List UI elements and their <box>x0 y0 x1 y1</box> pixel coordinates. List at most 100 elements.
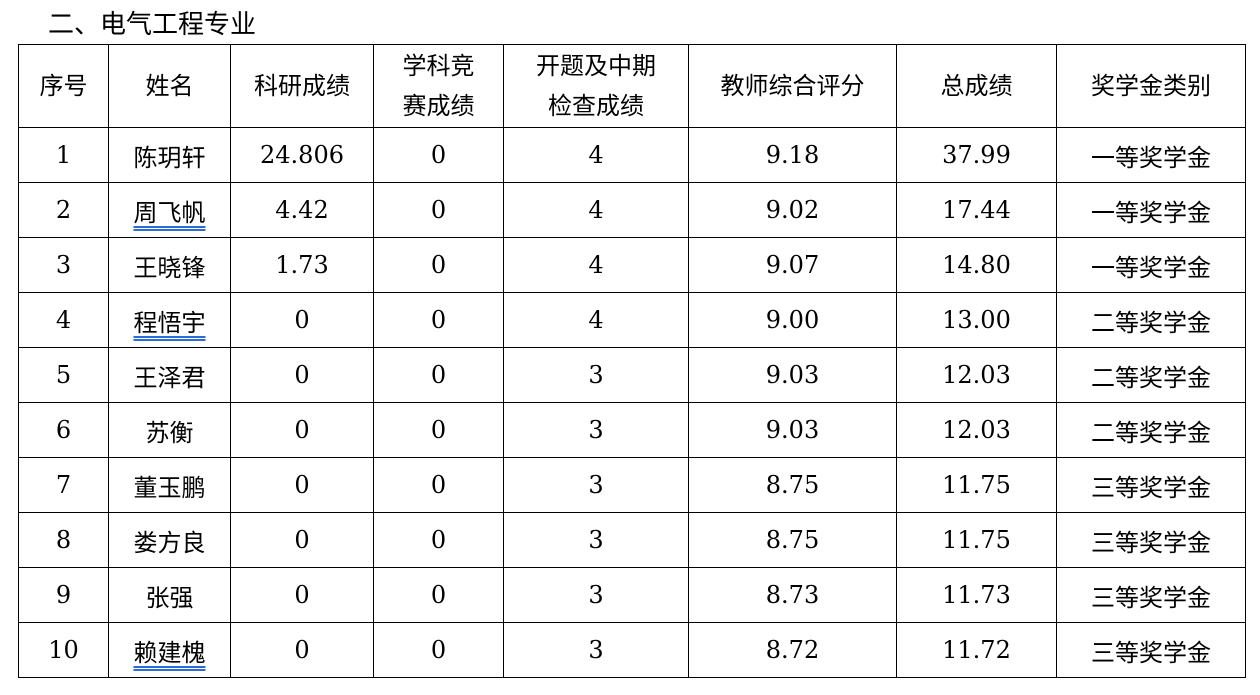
cell-proposal: 3 <box>503 402 689 458</box>
cell-total: 12.03 <box>896 402 1057 458</box>
cell-scholarship: 三等奖学金 <box>1056 622 1246 678</box>
table-row: 3 王晓锋 1.73 0 4 9.07 14.80 一等奖学金 <box>18 237 1246 293</box>
cell-index: 3 <box>18 237 109 293</box>
cell-teacher-score: 9.03 <box>688 347 897 403</box>
cell-index: 6 <box>18 402 109 458</box>
cell-proposal: 3 <box>503 567 689 623</box>
cell-competition: 0 <box>373 402 504 458</box>
cell-proposal: 4 <box>503 292 689 348</box>
cell-total: 11.75 <box>896 457 1057 513</box>
cell-scholarship: 三等奖学金 <box>1056 567 1246 623</box>
cell-proposal: 3 <box>503 622 689 678</box>
header-research: 科研成绩 <box>230 44 374 128</box>
cell-name: 程悟宇 <box>108 292 231 348</box>
cell-competition: 0 <box>373 237 504 293</box>
cell-name: 王晓锋 <box>108 237 231 293</box>
cell-competition: 0 <box>373 567 504 623</box>
cell-scholarship: 三等奖学金 <box>1056 512 1246 568</box>
cell-total: 14.80 <box>896 237 1057 293</box>
cell-teacher-score: 8.72 <box>688 622 897 678</box>
cell-research: 0 <box>230 292 374 348</box>
cell-name: 陈玥轩 <box>108 127 231 183</box>
cell-index: 2 <box>18 182 109 238</box>
cell-name: 张强 <box>108 567 231 623</box>
cell-total: 12.03 <box>896 347 1057 403</box>
cell-research: 4.42 <box>230 182 374 238</box>
cell-research: 0 <box>230 512 374 568</box>
cell-name: 周飞帆 <box>108 182 231 238</box>
cell-research: 24.806 <box>230 127 374 183</box>
cell-total: 13.00 <box>896 292 1057 348</box>
cell-name: 赖建槐 <box>108 622 231 678</box>
cell-competition: 0 <box>373 127 504 183</box>
cell-research: 0 <box>230 402 374 458</box>
cell-proposal: 4 <box>503 182 689 238</box>
cell-index: 9 <box>18 567 109 623</box>
table-row: 9 张强 0 0 3 8.73 11.73 三等奖学金 <box>18 567 1246 623</box>
cell-index: 7 <box>18 457 109 513</box>
cell-name: 娄方良 <box>108 512 231 568</box>
spellcheck-flagged-name: 程悟宇 <box>133 308 206 337</box>
header-proposal: 开题及中期 检查成绩 <box>503 44 689 128</box>
header-scholarship: 奖学金类别 <box>1056 44 1246 128</box>
cell-research: 0 <box>230 567 374 623</box>
cell-scholarship: 一等奖学金 <box>1056 127 1246 183</box>
cell-teacher-score: 9.00 <box>688 292 897 348</box>
cell-proposal: 4 <box>503 237 689 293</box>
cell-competition: 0 <box>373 182 504 238</box>
cell-total: 11.75 <box>896 512 1057 568</box>
cell-total: 17.44 <box>896 182 1057 238</box>
cell-teacher-score: 8.73 <box>688 567 897 623</box>
cell-scholarship: 二等奖学金 <box>1056 402 1246 458</box>
cell-teacher-score: 9.07 <box>688 237 897 293</box>
table-row: 8 娄方良 0 0 3 8.75 11.75 三等奖学金 <box>18 512 1246 568</box>
header-row: 序号 姓名 科研成绩 学科竞 赛成绩 开题及中期 检查成绩 教师综合评分 总成绩 奖学金类别 <box>18 44 1246 128</box>
cell-index: 10 <box>18 622 109 678</box>
cell-teacher-score: 9.18 <box>688 127 897 183</box>
cell-total: 37.99 <box>896 127 1057 183</box>
cell-proposal: 3 <box>503 347 689 403</box>
cell-research: 1.73 <box>230 237 374 293</box>
cell-teacher-score: 9.02 <box>688 182 897 238</box>
cell-proposal: 3 <box>503 457 689 513</box>
cell-scholarship: 二等奖学金 <box>1056 347 1246 403</box>
cell-name: 苏衡 <box>108 402 231 458</box>
cell-scholarship: 三等奖学金 <box>1056 457 1246 513</box>
header-teacher-score: 教师综合评分 <box>688 44 897 128</box>
table-row: 4 程悟宇 0 0 4 9.00 13.00 二等奖学金 <box>18 292 1246 348</box>
cell-index: 1 <box>18 127 109 183</box>
cell-total: 11.72 <box>896 622 1057 678</box>
cell-proposal: 3 <box>503 512 689 568</box>
cell-competition: 0 <box>373 622 504 678</box>
header-name: 姓名 <box>108 44 231 128</box>
cell-name: 董玉鹏 <box>108 457 231 513</box>
header-total: 总成绩 <box>896 44 1057 128</box>
cell-scholarship: 一等奖学金 <box>1056 237 1246 293</box>
cell-teacher-score: 8.75 <box>688 512 897 568</box>
cell-competition: 0 <box>373 457 504 513</box>
cell-research: 0 <box>230 622 374 678</box>
cell-teacher-score: 8.75 <box>688 457 897 513</box>
header-index: 序号 <box>18 44 109 128</box>
cell-research: 0 <box>230 457 374 513</box>
cell-proposal: 4 <box>503 127 689 183</box>
cell-competition: 0 <box>373 512 504 568</box>
cell-total: 11.73 <box>896 567 1057 623</box>
table-row: 7 董玉鹏 0 0 3 8.75 11.75 三等奖学金 <box>18 457 1246 513</box>
cell-scholarship: 一等奖学金 <box>1056 182 1246 238</box>
cell-name: 王泽君 <box>108 347 231 403</box>
section-title: 二、电气工程专业 <box>48 10 257 40</box>
cell-scholarship: 二等奖学金 <box>1056 292 1246 348</box>
table-row: 10 赖建槐 0 0 3 8.72 11.72 三等奖学金 <box>18 622 1246 678</box>
spellcheck-flagged-name: 赖建槐 <box>133 638 206 667</box>
header-competition: 学科竞 赛成绩 <box>373 44 504 128</box>
cell-index: 8 <box>18 512 109 568</box>
cell-competition: 0 <box>373 292 504 348</box>
cell-teacher-score: 9.03 <box>688 402 897 458</box>
table-row: 5 王泽君 0 0 3 9.03 12.03 二等奖学金 <box>18 347 1246 403</box>
cell-research: 0 <box>230 347 374 403</box>
cell-index: 5 <box>18 347 109 403</box>
table-row: 2 周飞帆 4.42 0 4 9.02 17.44 一等奖学金 <box>18 182 1246 238</box>
cell-competition: 0 <box>373 347 504 403</box>
